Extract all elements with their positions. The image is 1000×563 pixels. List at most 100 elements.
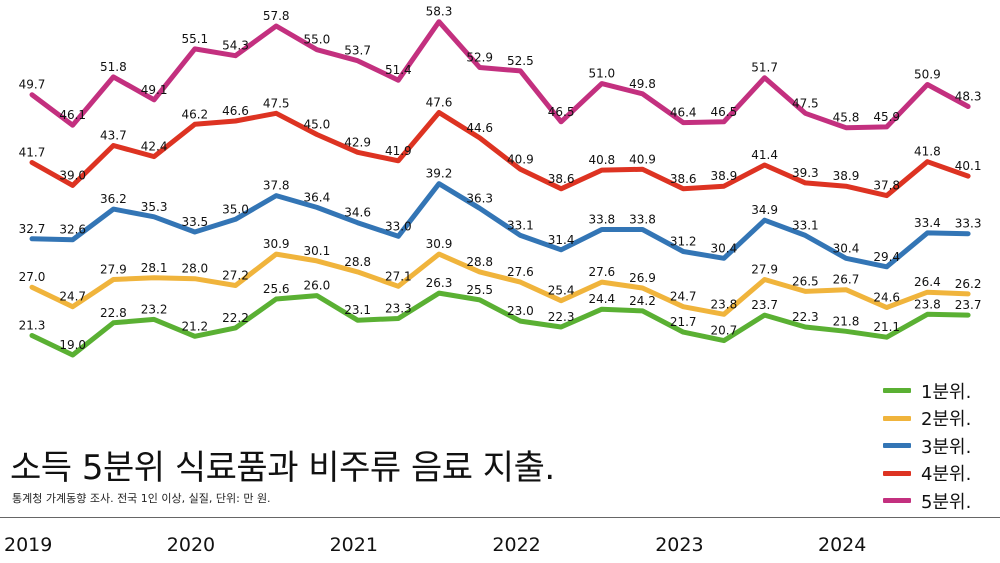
series-line-1: [29, 290, 971, 358]
legend-swatch-q5: [883, 498, 911, 504]
data-label: 22.3: [792, 310, 819, 324]
data-label: 21.3: [19, 318, 46, 332]
series-line-2: [29, 251, 971, 317]
data-label: 27.6: [507, 265, 534, 279]
legend-swatch-q1: [883, 388, 911, 394]
legend-label-q5: 5분위.: [921, 491, 972, 513]
data-label: 38.6: [548, 172, 575, 186]
legend-label-q2: 2분위.: [921, 409, 972, 431]
data-label: 39.3: [792, 166, 819, 180]
data-label: 26.4: [914, 275, 941, 289]
data-label: 33.3: [955, 217, 982, 231]
data-label: 25.6: [263, 282, 290, 296]
data-label: 46.2: [181, 107, 208, 121]
data-label: 30.9: [263, 237, 290, 251]
data-label: 51.7: [751, 61, 778, 75]
data-label: 24.7: [670, 290, 697, 304]
data-label: 37.8: [263, 179, 290, 193]
data-label: 24.4: [588, 292, 615, 306]
data-label: 40.9: [507, 152, 534, 166]
data-label: 41.9: [385, 144, 412, 158]
data-label: 46.4: [670, 106, 697, 120]
data-label: 58.3: [426, 5, 453, 19]
data-label: 23.8: [711, 297, 738, 311]
data-label: 23.3: [385, 302, 412, 316]
data-label: 25.4: [548, 284, 575, 298]
data-label: 33.5: [181, 215, 208, 229]
data-label: 51.0: [588, 67, 615, 81]
data-label: 19.0: [59, 338, 86, 352]
legend-label-q1: 1분위.: [921, 381, 972, 403]
data-label: 26.9: [629, 271, 656, 285]
data-label: 49.1: [141, 83, 168, 97]
chart-title: 소득 5분위 식료품과 비주류 음료 지출.: [10, 448, 555, 488]
data-label: 27.0: [19, 270, 46, 284]
data-label: 42.4: [141, 140, 168, 154]
data-label: 29.4: [873, 250, 900, 264]
legend-label-q4: 4분위.: [921, 464, 972, 486]
legend-swatch-q2: [883, 415, 911, 421]
data-label: 33.1: [792, 218, 819, 232]
data-label: 36.4: [304, 190, 331, 204]
data-label: 28.8: [466, 255, 493, 269]
x-axis-line: [0, 517, 1000, 518]
series-line-3: [29, 181, 971, 270]
data-label: 33.8: [588, 212, 615, 226]
legend-item-q4: 4분위.: [883, 460, 998, 488]
data-label: 38.9: [711, 169, 738, 183]
data-label: 40.9: [629, 152, 656, 166]
data-label: 28.8: [344, 255, 371, 269]
data-label: 27.9: [100, 263, 127, 277]
data-label: 52.9: [466, 51, 493, 65]
data-label: 22.2: [222, 311, 249, 325]
data-label: 27.1: [385, 269, 412, 283]
data-label: 52.5: [507, 54, 534, 68]
data-label: 36.2: [100, 192, 127, 206]
data-label: 21.7: [670, 315, 697, 329]
data-label: 46.5: [711, 105, 738, 119]
legend-label-q3: 3분위.: [921, 436, 972, 458]
x-tick-label: 2019: [4, 534, 52, 556]
data-label: 51.4: [385, 63, 412, 77]
data-label: 21.8: [833, 314, 860, 328]
data-label: 41.4: [751, 148, 778, 162]
data-label: 32.7: [19, 222, 46, 236]
data-label: 23.0: [507, 304, 534, 318]
data-label: 47.6: [426, 95, 453, 109]
data-label: 37.8: [873, 179, 900, 193]
data-label: 38.6: [670, 172, 697, 186]
data-label: 47.5: [792, 96, 819, 110]
data-label: 23.1: [344, 303, 371, 317]
data-label: 20.7: [711, 324, 738, 338]
data-label: 28.1: [141, 261, 168, 275]
data-label: 24.7: [59, 290, 86, 304]
data-label: 40.8: [588, 153, 615, 167]
legend-item-q1: 1분위.: [883, 377, 998, 405]
data-label: 57.8: [263, 9, 290, 23]
data-label: 39.0: [59, 168, 86, 182]
x-tick-label: 2023: [655, 534, 703, 556]
data-label: 23.2: [141, 302, 168, 316]
data-label: 34.6: [344, 206, 371, 220]
data-label: 23.7: [955, 298, 982, 312]
data-label: 22.3: [548, 310, 575, 324]
data-label: 40.1: [955, 159, 982, 173]
data-label: 31.4: [548, 233, 575, 247]
data-label: 48.3: [955, 90, 982, 104]
data-label: 33.1: [507, 218, 534, 232]
data-label: 30.1: [304, 244, 331, 258]
data-label: 26.0: [304, 279, 331, 293]
data-label: 49.7: [19, 78, 46, 92]
data-label: 46.5: [548, 105, 575, 119]
data-label: 41.8: [914, 145, 941, 159]
legend-item-q2: 2분위.: [883, 405, 998, 433]
data-label: 49.8: [629, 77, 656, 91]
data-label: 23.7: [751, 298, 778, 312]
data-label: 50.9: [914, 67, 941, 81]
data-label: 35.0: [222, 202, 249, 216]
data-label: 54.3: [222, 39, 249, 53]
data-label: 25.5: [466, 283, 493, 297]
data-label: 21.2: [181, 319, 208, 333]
data-label: 32.6: [59, 223, 86, 237]
x-tick-label: 2020: [167, 534, 215, 556]
